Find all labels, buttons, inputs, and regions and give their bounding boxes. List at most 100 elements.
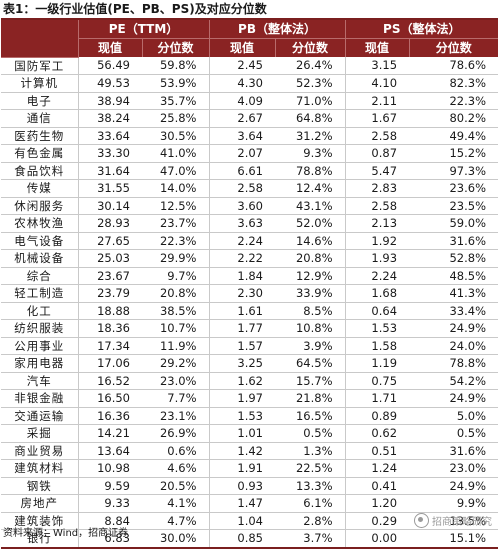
pb-percentile: 3.9% xyxy=(275,337,346,355)
table-row: 纺织服装 18.36 10.7% 1.77 10.8% 1.53 24.9% xyxy=(1,319,499,338)
pe-percentile: 53.9% xyxy=(142,74,209,93)
pb-value: 2.24 xyxy=(208,232,275,250)
pb-percentile: 21.8% xyxy=(275,389,346,408)
ps-percentile: 24.9% xyxy=(409,477,499,495)
ps-percentile: 78.6% xyxy=(409,57,499,75)
pb-value: 1.91 xyxy=(208,459,275,478)
industry-name: 采掘 xyxy=(1,424,78,443)
ps-percentile: 23.6% xyxy=(409,179,499,198)
pe-value: 25.03 xyxy=(77,249,142,268)
pe-percentile: 30.0% xyxy=(142,529,209,549)
industry-name: 国防军工 xyxy=(1,57,78,75)
ps-value: 1.20 xyxy=(344,494,410,513)
watermark-text: 招商策略研究 xyxy=(432,517,492,528)
pe-value: 27.65 xyxy=(77,232,142,250)
table-row: 国防军工 56.49 59.8% 2.45 26.4% 3.15 78.6% xyxy=(1,57,499,75)
table-row: 农林牧渔 28.93 23.7% 3.63 52.0% 2.13 59.0% xyxy=(1,214,499,233)
ps-value: 2.58 xyxy=(344,197,410,215)
pb-value: 3.25 xyxy=(208,354,275,373)
pb-percentile: 71.0% xyxy=(275,92,346,110)
pe-value: 14.21 xyxy=(77,424,142,443)
pe-value: 56.49 xyxy=(77,57,142,75)
table-row: 电子 38.94 35.7% 4.09 71.0% 2.11 22.3% xyxy=(1,92,499,110)
pb-value: 1.77 xyxy=(208,319,275,338)
ps-percentile: 24.0% xyxy=(409,337,499,355)
pb-percentile: 10.8% xyxy=(275,319,346,338)
ps-percentile: 78.8% xyxy=(409,354,499,373)
pb-percentile: 64.5% xyxy=(275,354,346,373)
pb-percentile: 78.8% xyxy=(275,162,346,180)
pb-percentile: 20.8% xyxy=(275,249,346,268)
table-row: 采掘 14.21 26.9% 1.01 0.5% 0.62 0.5% xyxy=(1,424,499,443)
pe-percentile: 23.7% xyxy=(142,214,209,233)
pe-percentile: 4.1% xyxy=(142,494,209,513)
table-row: 家用电器 17.06 29.2% 3.25 64.5% 1.19 78.8% xyxy=(1,354,499,373)
source-note: 资料来源：Wind，招商证券 xyxy=(3,528,129,539)
pe-percentile: 23.0% xyxy=(142,372,209,390)
pb-percentile: 31.2% xyxy=(275,127,346,145)
industry-name: 商业贸易 xyxy=(1,442,78,460)
pe-value: 33.30 xyxy=(77,144,142,163)
pb-percentile: 33.9% xyxy=(275,284,346,303)
ps-percentile: 59.0% xyxy=(409,214,499,233)
pe-value: 17.34 xyxy=(77,337,142,355)
pb-percentile: 0.5% xyxy=(275,424,346,443)
table-row: 交通运输 16.36 23.1% 1.53 16.5% 0.89 5.0% xyxy=(1,407,499,425)
pb-value: 0.93 xyxy=(208,477,275,495)
ps-value: 1.58 xyxy=(344,337,410,355)
pe-percentile: 11.9% xyxy=(142,337,209,355)
ps-value: 0.29 xyxy=(344,512,410,530)
pe-value: 31.64 xyxy=(77,162,142,180)
pe-percentile: 7.7% xyxy=(142,389,209,408)
pb-value: 1.47 xyxy=(208,494,275,513)
ps-value: 3.15 xyxy=(344,57,410,75)
industry-name: 综合 xyxy=(1,267,78,285)
ps-value: 4.10 xyxy=(344,74,410,93)
pe-value: 9.33 xyxy=(77,494,142,513)
ps-percentile: 15.2% xyxy=(409,144,499,163)
pb-percentile: 16.5% xyxy=(275,407,346,425)
pb-percentile: 8.5% xyxy=(275,302,346,320)
ps-percentile: 31.6% xyxy=(409,232,499,250)
pe-percentile: 12.5% xyxy=(142,197,209,215)
pb-percentile: 22.5% xyxy=(275,459,346,478)
pb-percentile: 52.3% xyxy=(275,74,346,93)
ps-percentile: 80.2% xyxy=(409,109,499,128)
header-pe: PE（TTM） xyxy=(78,20,210,39)
industry-name: 休闲服务 xyxy=(1,197,78,215)
ps-percentile: 31.6% xyxy=(409,442,499,460)
ps-percentile: 52.8% xyxy=(409,249,499,268)
pb-value: 4.30 xyxy=(208,74,275,93)
pe-percentile: 25.8% xyxy=(142,109,209,128)
industry-name: 纺织服装 xyxy=(1,319,78,338)
table-row: 电气设备 27.65 22.3% 2.24 14.6% 1.92 31.6% xyxy=(1,232,499,250)
header-pb: PB（整体法） xyxy=(209,20,346,39)
table-body: 国防军工 56.49 59.8% 2.45 26.4% 3.15 78.6% 计算机 49.53… xyxy=(1,57,499,549)
pe-percentile: 14.0% xyxy=(142,179,209,198)
ps-value: 2.13 xyxy=(344,214,410,233)
pe-value: 16.36 xyxy=(77,407,142,425)
ps-percentile: 9.9% xyxy=(409,494,499,513)
header-pb-pct: 分位数 xyxy=(275,38,346,57)
pb-percentile: 1.3% xyxy=(275,442,346,460)
table-row: 建筑装饰 8.84 4.7% 1.04 2.8% 0.29 13.5% xyxy=(1,512,499,530)
pe-value: 8.84 xyxy=(77,512,142,530)
industry-name: 医药生物 xyxy=(1,127,78,145)
ps-value: 2.11 xyxy=(344,92,410,110)
valuation-table: PE（TTM） PB（整体法） PS（整体法） 现值 分位数 现值 分位数 现值… xyxy=(1,20,499,549)
industry-name: 钢铁 xyxy=(1,477,78,495)
pe-percentile: 29.2% xyxy=(142,354,209,373)
pe-percentile: 26.9% xyxy=(142,424,209,443)
header-pb-value: 现值 xyxy=(209,38,276,57)
ps-percentile: 13.5% xyxy=(409,512,499,530)
ps-percentile: 5.0% xyxy=(409,407,499,425)
table-row: 轻工制造 23.79 20.8% 2.30 33.9% 1.68 41.3% xyxy=(1,284,499,303)
pb-percentile: 13.3% xyxy=(275,477,346,495)
ps-value: 2.83 xyxy=(344,179,410,198)
header-pe-value: 现值 xyxy=(78,38,143,57)
ps-value: 5.47 xyxy=(344,162,410,180)
pb-value: 1.01 xyxy=(208,424,275,443)
pb-percentile: 12.4% xyxy=(275,179,346,198)
industry-name: 家用电器 xyxy=(1,354,78,373)
industry-name: 食品饮料 xyxy=(1,162,78,180)
